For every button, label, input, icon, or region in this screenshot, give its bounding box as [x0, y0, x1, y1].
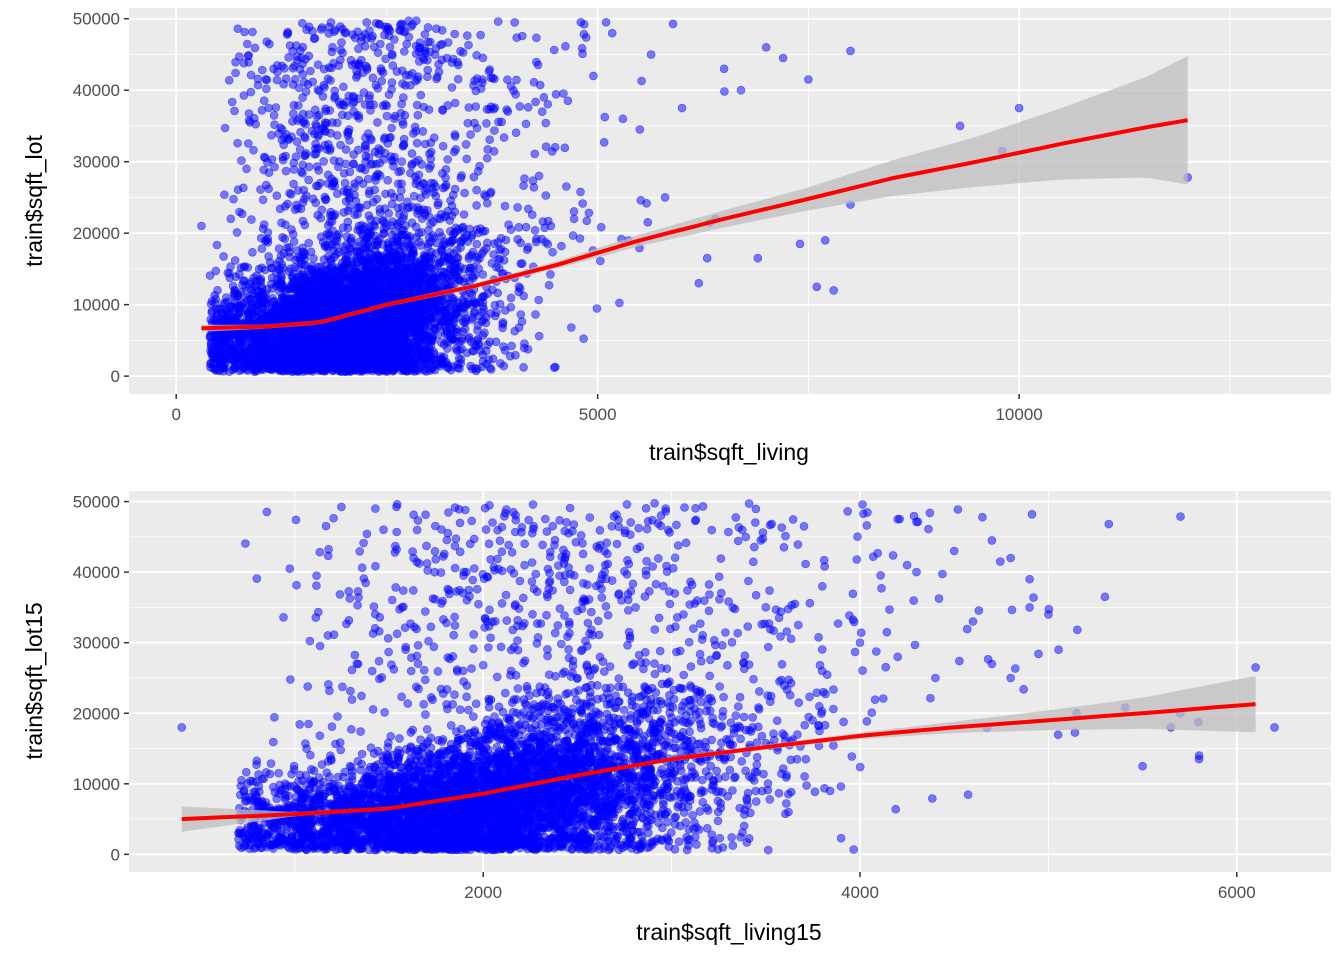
- top-data-point: [557, 242, 565, 250]
- top-data-point: [331, 276, 339, 284]
- top-data-point: [248, 300, 256, 308]
- top-data-point: [501, 202, 509, 210]
- top-data-point: [443, 327, 451, 335]
- top-data-point: [471, 271, 479, 279]
- top-data-point: [417, 242, 425, 250]
- top-data-point: [406, 344, 414, 352]
- top-data-point: [463, 349, 471, 357]
- top-data-point: [491, 301, 499, 309]
- top-data-point: [516, 285, 524, 293]
- top-data-point: [221, 299, 229, 307]
- top-data-point: [546, 270, 554, 278]
- top-data-point: [419, 355, 427, 363]
- top-data-point: [301, 276, 309, 284]
- top-data-point: [482, 347, 490, 355]
- top-data-point: [287, 305, 295, 313]
- top-data-point: [332, 250, 340, 258]
- top-data-point: [206, 272, 214, 280]
- top-data-point: [545, 281, 553, 289]
- top-data-point: [528, 211, 536, 219]
- top-data-point: [465, 333, 473, 341]
- top-data-point: [520, 292, 528, 300]
- top-data-point: [362, 358, 370, 366]
- top-data-point: [476, 298, 484, 306]
- top-data-point: [593, 305, 601, 313]
- top-data-point: [262, 314, 270, 322]
- top-data-point: [489, 286, 497, 294]
- top-data-point: [486, 364, 494, 372]
- top-data-point: [231, 289, 239, 297]
- top-data-point: [239, 334, 247, 342]
- top-data-point: [299, 346, 307, 354]
- top-data-point: [229, 302, 237, 310]
- top-data-point: [251, 286, 259, 294]
- top-data-point: [486, 338, 494, 346]
- top-data-point: [580, 335, 588, 343]
- top-data-point: [615, 299, 623, 307]
- top-data-point: [478, 363, 486, 371]
- top-data-point: [483, 239, 491, 247]
- top-data-point: [473, 327, 481, 335]
- top-data-point: [255, 313, 263, 321]
- top-data-point: [450, 268, 458, 276]
- top-data-point: [485, 356, 493, 364]
- top-data-point: [425, 234, 433, 242]
- top-data-point: [500, 343, 508, 351]
- top-data-point: [535, 296, 543, 304]
- top-data-point: [507, 294, 515, 302]
- top-data-point: [443, 363, 451, 371]
- top-data-point: [481, 329, 489, 337]
- top-data-point: [479, 308, 487, 316]
- top-data-point: [567, 324, 575, 332]
- top-data-point: [425, 344, 433, 352]
- top-data-point: [482, 319, 490, 327]
- top-data-point: [515, 223, 523, 231]
- top-data-point: [479, 271, 487, 279]
- top-data-point: [493, 308, 501, 316]
- top-data-point: [475, 339, 483, 347]
- top-data-point: [535, 332, 543, 340]
- top-data-point: [328, 264, 336, 272]
- top-data-point: [463, 300, 471, 308]
- top-data-point: [501, 307, 509, 315]
- top-data-point: [499, 320, 507, 328]
- top-data-point: [388, 365, 396, 373]
- top-data-point: [497, 359, 505, 367]
- top-data-point: [383, 224, 391, 232]
- top-data-point: [211, 365, 219, 373]
- top-data-point: [585, 209, 593, 217]
- top-data-point: [258, 297, 266, 305]
- top-data-point: [369, 367, 377, 375]
- top-data-point: [280, 294, 288, 302]
- top-data-point: [551, 363, 559, 371]
- top-data-point: [245, 280, 253, 288]
- top-data-point: [456, 346, 464, 354]
- top-data-point: [467, 362, 475, 370]
- top-data-point: [236, 342, 244, 350]
- top-data-point: [269, 294, 277, 302]
- top-data-point: [220, 252, 228, 260]
- top-data-point: [396, 337, 404, 345]
- top-data-point: [443, 345, 451, 353]
- top-data-point: [468, 316, 476, 324]
- top-data-point: [532, 311, 540, 319]
- top-data-point: [272, 282, 280, 290]
- top-data-point: [275, 245, 283, 253]
- top-data-point: [514, 235, 522, 243]
